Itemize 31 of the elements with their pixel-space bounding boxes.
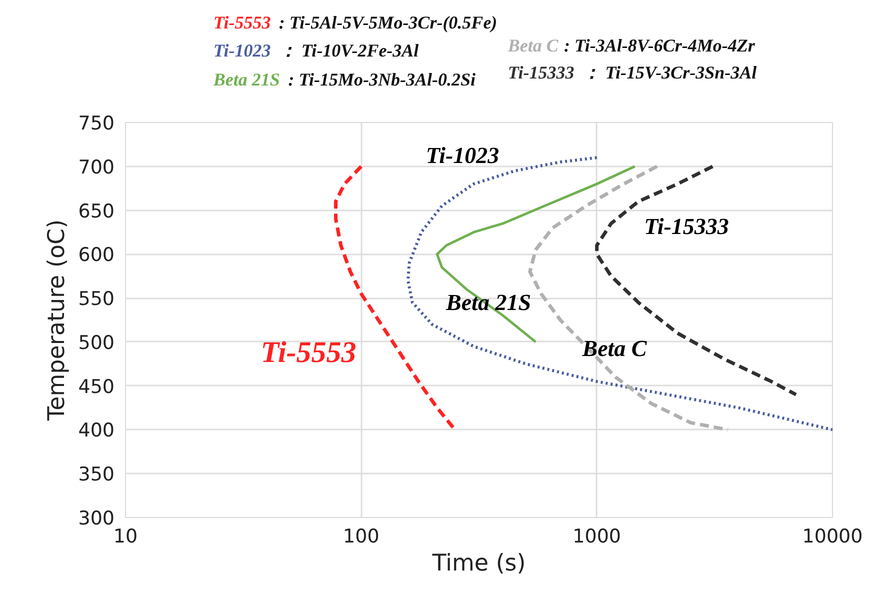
y-axis-title: Temperature (oC) [44, 219, 70, 422]
text: Beta 21S [212, 70, 280, 90]
x-tick-label: 10000 [802, 526, 863, 548]
y-tick-label: 600 [78, 244, 114, 266]
y-tick-label: 750 [78, 112, 114, 134]
text: Beta C [506, 36, 560, 56]
text: : Ti-5Al-5V-5Mo-3Cr-(0.5Fe) [278, 12, 498, 32]
text: Ti-5553 [213, 12, 271, 32]
annotation: Beta 21S [445, 290, 531, 315]
text: Ti-15333 [508, 62, 574, 82]
x-tick-label: 100 [343, 526, 380, 548]
x-axis-title: Time (s) [431, 550, 526, 576]
y-tick-label: 700 [78, 156, 114, 178]
x-tick-label: 10 [113, 526, 138, 548]
x-tick-label: 1000 [572, 526, 622, 548]
y-tick-label: 650 [78, 200, 114, 222]
y-tick-label: 350 [78, 464, 114, 486]
y-tick-label: 300 [78, 508, 114, 530]
annotation: Ti-1023 [426, 143, 500, 168]
text: Ti-1023 [213, 40, 271, 60]
annotation: Beta C [581, 336, 648, 361]
text: : Ti-3Al-8V-6Cr-4Mo-4Zr [564, 36, 756, 56]
y-tick-label: 450 [78, 376, 114, 398]
text: ： Ti-15V-3Cr-3Sn-3Al [582, 62, 757, 82]
text: ： Ti-10V-2Fe-3Al [278, 40, 419, 60]
y-tick-label: 500 [78, 332, 114, 354]
annotation: Ti-15333 [644, 214, 729, 239]
y-tick-label: 550 [78, 288, 114, 310]
annotation: Ti-5553 [260, 336, 356, 369]
y-tick-label: 400 [78, 420, 114, 442]
text: : Ti-15Mo-3Nb-3Al-0.2Si [288, 70, 476, 90]
